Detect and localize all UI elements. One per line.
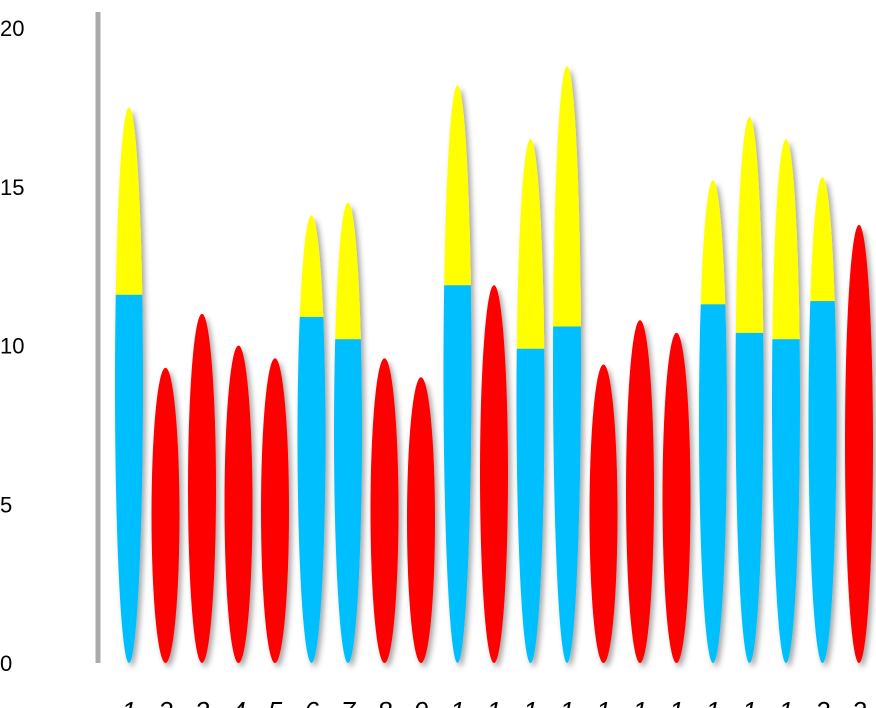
bar-16 [662,332,691,663]
x-tick-label: 1 [122,696,136,708]
bar-1 [115,107,143,663]
x-tick-label: 9 [414,696,428,708]
bar-19-segment-2 [772,139,800,340]
bar-18-segment-2 [735,116,764,333]
bar-5 [261,358,289,663]
bar-21 [845,224,873,663]
bar-19-segment-1 [772,339,800,663]
x-tick-label: 6 [304,696,319,708]
x-tick-label: 1 [523,696,537,708]
y-tick-label: 0 [0,651,12,676]
x-tick-label: 1 [596,696,610,708]
bar-9 [407,377,435,663]
y-axis: 0 5 10 15 20 [0,12,101,676]
bar-13-segment-1 [553,326,581,663]
y-tick-label: 10 [0,334,24,359]
bar-6-segment-2 [297,215,326,317]
x-tick-label: 1 [560,696,574,708]
bar-6-segment-1 [297,316,326,663]
bar-1-segment-1 [115,294,143,663]
x-axis: 1 2 3 4 5 6 7 8 9 1 1 1 1 1 1 1 1 1 1 2 2 [122,696,867,708]
bar-17 [699,180,727,663]
bar-15-segment-3 [626,320,654,663]
x-tick-label: 3 [195,696,210,708]
x-tick-label: 2 [814,696,830,708]
x-tick-label: 1 [779,696,793,708]
bar-4 [224,345,253,663]
bar-2-segment-3 [151,367,180,663]
y-tick-label: 5 [0,492,12,517]
bar-4-segment-3 [224,345,253,663]
bar-21-segment-3 [845,224,873,663]
bar-20-segment-2 [808,177,837,302]
y-tick-label: 15 [0,175,24,200]
x-tick-label: 1 [706,696,720,708]
x-tick-label: 2 [851,696,867,708]
bar-6 [297,215,326,663]
bars-layer [115,66,873,663]
x-tick-label: 1 [633,696,647,708]
x-tick-label: 5 [268,696,283,708]
bar-3-segment-3 [188,313,216,663]
bar-9-segment-3 [407,377,435,663]
bar-13-segment-2 [553,66,581,327]
bar-2 [151,367,180,663]
x-tick-label: 2 [157,696,173,708]
bar-13 [553,66,581,663]
y-tick-label: 20 [0,16,24,41]
bar-8-segment-3 [370,358,399,663]
x-tick-label: 4 [231,696,245,708]
bar-7 [334,202,362,663]
bar-11-segment-3 [480,285,508,663]
bar-12-segment-1 [516,348,545,663]
bar-14 [589,364,618,663]
bar-16-segment-3 [662,332,691,663]
bar-7-segment-1 [334,339,362,663]
bar-5-segment-3 [261,358,289,663]
bar-14-segment-3 [589,364,618,663]
bar-15 [626,320,654,663]
bar-10 [443,85,472,663]
bar-10-segment-2 [443,85,472,286]
x-tick-label: 1 [669,696,683,708]
bar-19 [772,139,800,663]
bar-18 [735,116,764,663]
x-tick-label: 1 [742,696,756,708]
x-tick-label: 7 [341,696,357,708]
bar-18-segment-1 [735,332,764,663]
bar-11 [480,285,508,663]
bar-17-segment-2 [699,180,727,305]
bar-12 [516,139,545,663]
bar-3 [188,313,216,663]
bar-7-segment-2 [334,202,362,340]
bar-8 [370,358,399,663]
x-tick-label: 1 [487,696,501,708]
x-tick-label: 8 [377,696,392,708]
bar-12-segment-2 [516,139,545,349]
bar-20-segment-1 [808,301,837,663]
x-tick-label: 1 [450,696,464,708]
bar-10-segment-1 [443,285,472,663]
bar-17-segment-1 [699,304,727,663]
bar-1-segment-2 [115,107,143,295]
bar-20 [808,177,837,663]
